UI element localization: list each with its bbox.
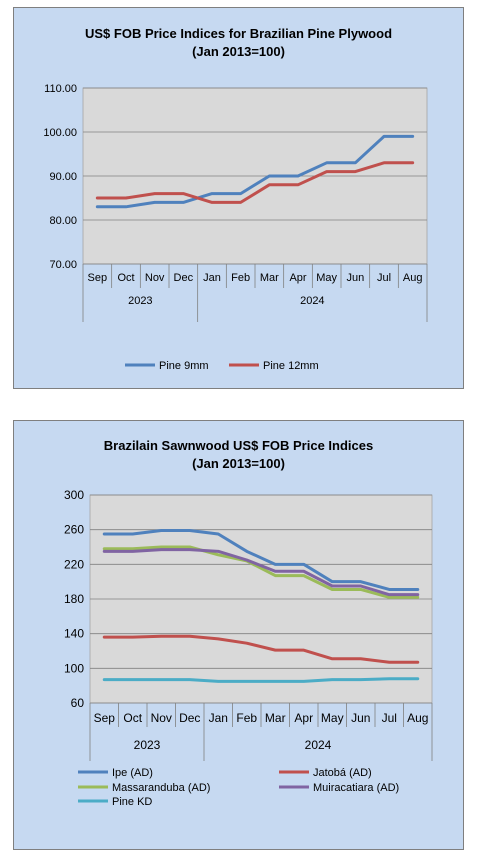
- chart-title-line1: Brazilain Sawnwood US$ FOB Price Indices: [103, 438, 374, 453]
- chart-title-line1: US$ FOB Price Indices for Brazilian Pine…: [84, 26, 393, 41]
- x-tick-label: Feb: [231, 272, 250, 284]
- x-tick-label: Sep: [88, 272, 108, 284]
- y-tick-label: 220: [64, 557, 84, 571]
- x-group-label: 2023: [128, 295, 152, 307]
- y-tick-label: 180: [64, 592, 84, 606]
- x-tick-label: Jun: [351, 711, 370, 725]
- legend-label: Ipe (AD): [112, 767, 153, 779]
- series-line: [102, 529, 420, 591]
- x-tick-label: Sep: [94, 711, 116, 725]
- x-tick-label: Jun: [346, 272, 364, 284]
- y-tick-label: 60: [71, 696, 85, 710]
- chart-title: US$ FOB Price Indices for Brazilian Pine…: [14, 25, 463, 61]
- plywood-chart-panel: US$ FOB Price Indices for Brazilian Pine…: [13, 7, 464, 389]
- legend-label: Massaranduba (AD): [112, 782, 210, 794]
- chart-title-line2: (Jan 2013=100): [192, 44, 285, 59]
- legend-label: Muiracatiara (AD): [313, 782, 399, 794]
- y-tick-label: 260: [64, 523, 84, 537]
- y-tick-label: 90.00: [49, 171, 77, 183]
- y-tick-label: 100: [64, 661, 84, 675]
- sawnwood-line-chart: 60 100 140 180 220 260 300 Sep Oct Nov Dec Jan Feb Ma…: [64, 488, 433, 808]
- series-line: [102, 634, 420, 664]
- x-group-label: 2024: [300, 295, 324, 307]
- sawnwood-chart-panel: Brazilain Sawnwood US$ FOB Price Indices…: [13, 420, 464, 850]
- y-tick-label: 300: [64, 488, 84, 502]
- y-tick-label: 70.00: [49, 259, 77, 271]
- y-tick-label: 110.00: [44, 83, 77, 95]
- chart-title: Brazilain Sawnwood US$ FOB Price Indices…: [14, 437, 463, 473]
- x-tick-label: Aug: [403, 272, 423, 284]
- x-tick-label: Dec: [179, 711, 200, 725]
- legend-label: Pine 12mm: [263, 360, 319, 372]
- series-line: [102, 677, 420, 683]
- x-group-label: 2023: [134, 738, 161, 752]
- y-tick-label: 80.00: [49, 215, 77, 227]
- series-line: [95, 161, 415, 204]
- x-tick-label: Apr: [289, 272, 306, 284]
- chart-title-line2: (Jan 2013=100): [192, 456, 285, 471]
- legend-label: Pine 9mm: [159, 360, 209, 372]
- x-tick-label: Nov: [145, 272, 165, 284]
- x-tick-label: May: [321, 711, 344, 725]
- legend-label: Pine KD: [112, 796, 152, 808]
- x-tick-label: Oct: [123, 711, 142, 725]
- x-tick-label: Jan: [203, 272, 221, 284]
- x-tick-label: Dec: [174, 272, 194, 284]
- series-line: [95, 134, 415, 209]
- x-tick-label: Jan: [209, 711, 228, 725]
- y-tick-label: 100.00: [43, 127, 77, 139]
- series-line: [102, 545, 420, 599]
- x-tick-label: Apr: [294, 711, 313, 725]
- series-line: [102, 548, 420, 597]
- x-tick-label: Mar: [265, 711, 286, 725]
- x-tick-label: Mar: [260, 272, 279, 284]
- y-tick-label: 140: [64, 627, 84, 641]
- x-tick-label: Aug: [407, 711, 428, 725]
- x-tick-label: Jul: [377, 272, 391, 284]
- legend-label: Jatobá (AD): [313, 767, 372, 779]
- x-tick-label: Feb: [236, 711, 257, 725]
- x-tick-label: Jul: [382, 711, 397, 725]
- x-tick-label: Nov: [151, 711, 172, 725]
- x-tick-label: May: [316, 272, 337, 284]
- plywood-line-chart: 70.00 80.00 90.00 100.00 110.00 Sep Oct Nov Dec J…: [43, 83, 428, 372]
- x-group-label: 2024: [305, 738, 332, 752]
- x-tick-label: Oct: [117, 272, 134, 284]
